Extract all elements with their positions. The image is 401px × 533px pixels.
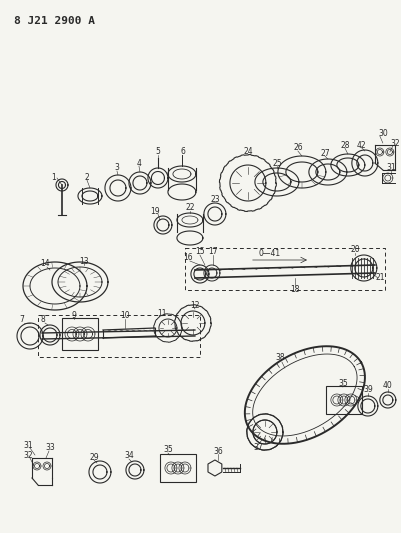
Text: 2: 2 <box>85 173 89 182</box>
Text: 10: 10 <box>120 311 130 320</box>
Text: 4: 4 <box>136 158 142 167</box>
Text: 22: 22 <box>185 204 194 213</box>
Text: 23: 23 <box>210 196 220 205</box>
Text: 8 J21 2900 A: 8 J21 2900 A <box>14 16 95 26</box>
Text: 13: 13 <box>79 257 89 266</box>
Text: 1: 1 <box>52 174 57 182</box>
Text: 6: 6 <box>180 148 185 157</box>
Text: 14: 14 <box>40 260 50 269</box>
Bar <box>326 386 362 414</box>
Text: 27: 27 <box>320 149 330 157</box>
Text: 38: 38 <box>275 353 285 362</box>
Text: 34: 34 <box>124 451 134 461</box>
Text: 39: 39 <box>363 385 373 394</box>
Text: 11: 11 <box>157 309 167 318</box>
Text: 8: 8 <box>41 316 45 325</box>
Text: 42: 42 <box>357 141 367 149</box>
Text: 35: 35 <box>338 379 348 389</box>
Text: 25: 25 <box>272 158 282 167</box>
Text: 16: 16 <box>183 254 193 262</box>
Text: 31: 31 <box>386 164 396 173</box>
Text: 12: 12 <box>190 302 200 311</box>
Text: 32: 32 <box>23 450 33 459</box>
Text: 18: 18 <box>290 286 300 295</box>
Text: 5: 5 <box>156 148 160 157</box>
Text: 20: 20 <box>350 246 360 254</box>
Text: 0—41: 0—41 <box>259 249 281 258</box>
Text: 40: 40 <box>383 382 393 391</box>
Text: 26: 26 <box>293 143 303 152</box>
Text: 21: 21 <box>375 273 385 282</box>
Bar <box>160 454 196 482</box>
Text: 17: 17 <box>208 247 218 256</box>
Text: 15: 15 <box>195 247 205 256</box>
Text: 36: 36 <box>213 447 223 456</box>
Text: 35: 35 <box>163 446 173 455</box>
Text: 3: 3 <box>115 164 119 173</box>
Text: 37: 37 <box>253 443 263 453</box>
Text: 28: 28 <box>340 141 350 149</box>
Text: 7: 7 <box>20 316 24 325</box>
Text: 31: 31 <box>23 440 33 449</box>
Bar <box>62 318 98 350</box>
Text: 29: 29 <box>89 453 99 462</box>
Text: 9: 9 <box>71 311 77 320</box>
Text: 33: 33 <box>45 443 55 453</box>
Text: 30: 30 <box>378 128 388 138</box>
Text: 19: 19 <box>150 207 160 216</box>
Text: 32: 32 <box>390 139 400 148</box>
Text: 24: 24 <box>243 148 253 157</box>
